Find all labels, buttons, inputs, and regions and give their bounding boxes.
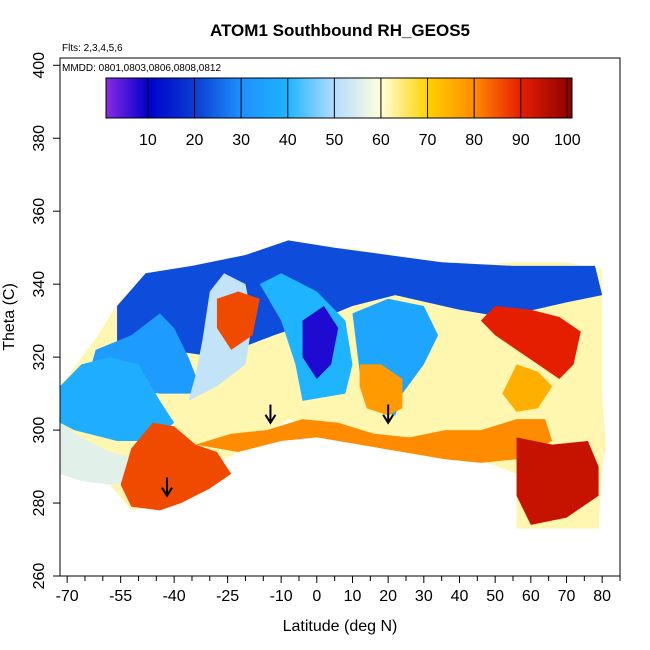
y-axis: 260 280 300 320 340 360 380 400 xyxy=(31,52,60,590)
x-axis-label: Latitude (deg N) xyxy=(283,618,398,635)
y-tick-label: 260 xyxy=(31,563,48,590)
y-tick-label: 340 xyxy=(31,271,48,298)
y-tick-label: 300 xyxy=(31,417,48,444)
chart-title: ATOM1 Southbound RH_GEOS5 xyxy=(210,21,470,40)
colorbar-tick-label: 60 xyxy=(372,132,390,149)
y-tick-label: 280 xyxy=(31,490,48,517)
x-tick-label: -25 xyxy=(216,588,239,605)
y-axis-label: Theta (C) xyxy=(1,283,18,351)
rh-region-5 xyxy=(60,357,175,442)
x-tick-label: 40 xyxy=(451,588,469,605)
y-tick-label: 320 xyxy=(31,344,48,371)
colorbar-tick-label: 10 xyxy=(139,132,157,149)
arrow-1 xyxy=(264,404,277,425)
rh-field xyxy=(60,240,606,529)
y-tick-label: 380 xyxy=(31,125,48,152)
colorbar: 10 20 30 40 50 60 70 80 90 100 xyxy=(105,77,581,149)
x-tick-label: -40 xyxy=(163,588,186,605)
y-tick-label: 360 xyxy=(31,198,48,225)
chart-flights-note: Flts: 2,3,4,5,6 xyxy=(62,43,123,54)
colorbar-tick-label: 80 xyxy=(465,132,483,149)
colorbar-tick-label: 70 xyxy=(419,132,437,149)
rh-region-9 xyxy=(195,419,553,463)
colorbar-tick-label: 100 xyxy=(554,132,581,149)
arrow-0 xyxy=(161,477,173,498)
x-tick-label: -10 xyxy=(270,588,293,605)
rh-region-8 xyxy=(120,422,232,511)
x-tick-label: 50 xyxy=(486,588,504,605)
x-tick-label: 10 xyxy=(344,588,362,605)
rh-region-13 xyxy=(359,364,403,416)
x-tick-label: 80 xyxy=(593,588,611,605)
colorbar-tick-label: 90 xyxy=(512,132,530,149)
x-tick-label: 20 xyxy=(379,588,397,605)
rh-region-7 xyxy=(302,306,339,380)
chart-dates-note: MMDD: 0801,0803,0806,0808,0812 xyxy=(62,63,221,74)
x-tick-label: 60 xyxy=(522,588,540,605)
x-tick-label: 0 xyxy=(312,588,321,605)
rh-region-10 xyxy=(516,437,599,525)
arrow-2 xyxy=(382,404,395,425)
x-tick-label: 30 xyxy=(415,588,433,605)
colorbar-tick-label: 20 xyxy=(186,132,204,149)
x-tick-label: -70 xyxy=(56,588,79,605)
plot-frame xyxy=(59,57,621,577)
rh-region-11 xyxy=(216,291,260,350)
colorbar-tick-label: 30 xyxy=(232,132,250,149)
rh-region-14 xyxy=(502,364,553,412)
x-axis: -70 -55 -40 -25 -10 0 10 20 30 40 50 60 70 80 xyxy=(56,576,621,605)
rh-region-6 xyxy=(60,422,146,485)
tropopause-arrows xyxy=(161,404,395,498)
colorbar-tick-label: 40 xyxy=(279,132,297,149)
y-tick-label: 400 xyxy=(31,52,48,79)
rh-region-12 xyxy=(480,306,581,380)
x-tick-label: 70 xyxy=(558,588,576,605)
x-tick-label: -55 xyxy=(109,588,132,605)
colorbar-tick-label: 50 xyxy=(325,132,343,149)
colorbar-gradient xyxy=(105,77,573,119)
